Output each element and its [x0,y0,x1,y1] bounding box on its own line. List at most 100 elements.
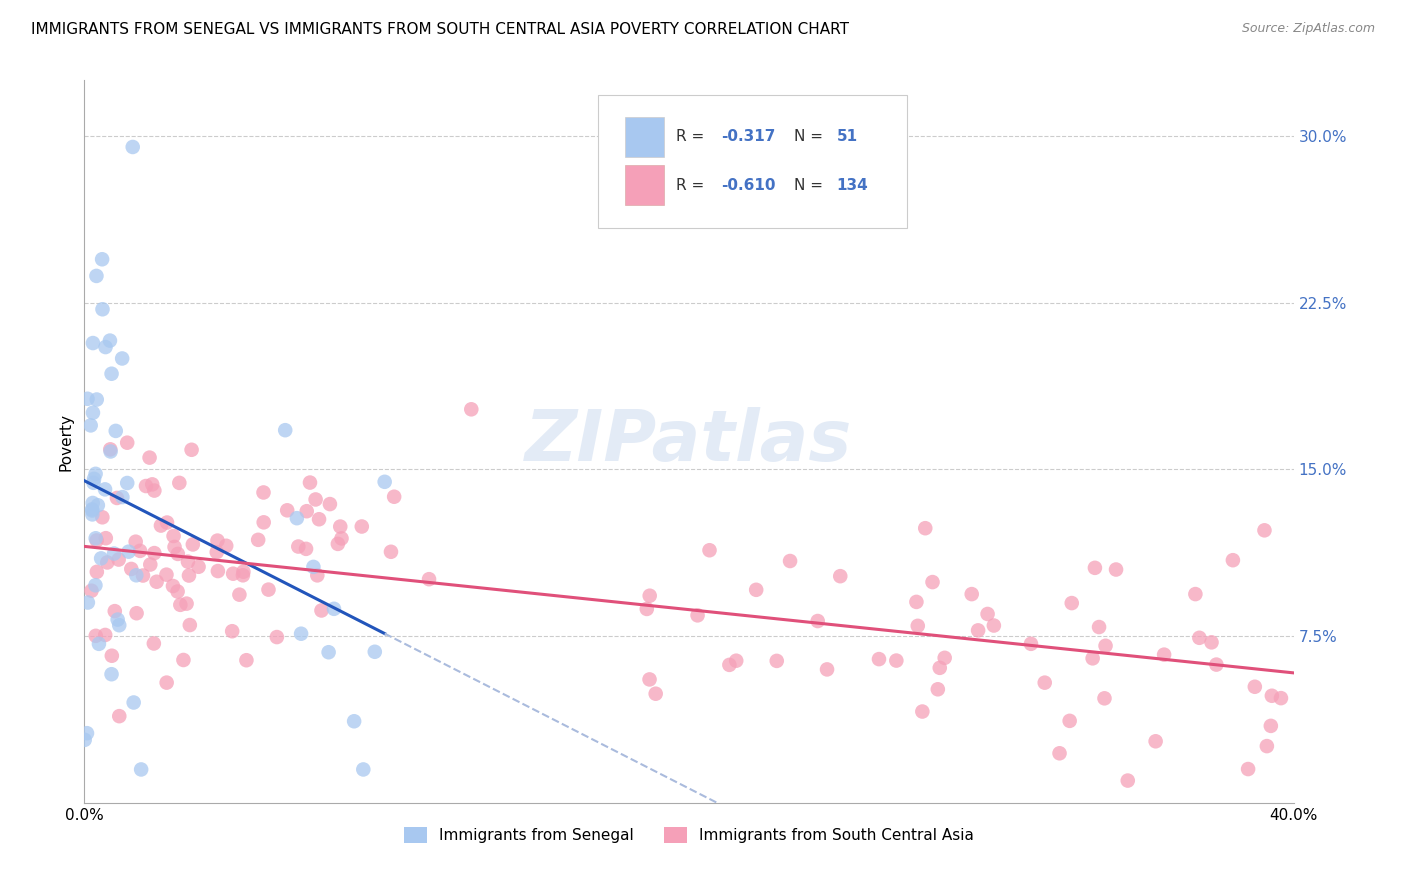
Point [1253,524,1275,538]
Point [718,657,741,672]
Point [638,673,661,687]
Point [374,475,396,489]
Point [350,519,373,533]
Point [1033,675,1056,690]
FancyBboxPatch shape [624,117,664,156]
Point [905,595,928,609]
Point [82,496,104,510]
Point [295,541,318,556]
Point [82,508,104,522]
Point [1060,596,1083,610]
Point [169,598,191,612]
Point [129,763,152,777]
Point [82,502,104,516]
Point [98,442,121,457]
Point [318,645,340,659]
Point [326,537,349,551]
Point [886,654,908,668]
Point [983,618,1005,632]
Text: N =: N = [794,129,828,145]
Point [352,763,374,777]
Point [179,618,201,632]
Point [380,545,402,559]
Point [302,560,325,574]
Point [80,418,103,433]
Point [162,579,184,593]
Point [108,709,131,723]
Point [699,543,721,558]
Point [1153,648,1175,662]
Point [921,575,943,590]
Point [1019,637,1042,651]
Point [187,559,209,574]
Point [1222,553,1244,567]
Point [115,435,138,450]
Point [460,402,482,417]
Point [143,483,166,498]
Point [1201,635,1223,649]
Point [125,606,148,620]
Point [252,485,274,500]
Point [1184,587,1206,601]
Point [162,529,184,543]
Point [132,568,155,582]
Point [111,490,134,504]
Point [928,661,950,675]
Point [298,475,321,490]
Point [207,533,229,548]
Point [108,618,131,632]
Point [115,475,138,490]
Point [91,302,114,317]
Point [94,628,117,642]
Point [111,351,134,366]
Text: -0.317: -0.317 [721,129,776,145]
Point [222,566,245,581]
Point [382,490,405,504]
Point [343,714,366,729]
Point [86,565,108,579]
Point [83,472,105,486]
Point [177,555,200,569]
Point [1270,691,1292,706]
Point [319,497,342,511]
Point [907,619,929,633]
Point [163,540,186,554]
Point [98,334,121,348]
Point [207,564,229,578]
Point [914,521,936,535]
Point [1261,689,1284,703]
Point [308,512,330,526]
Text: IMMIGRANTS FROM SENEGAL VS IMMIGRANTS FROM SOUTH CENTRAL ASIA POVERTY CORRELATIO: IMMIGRANTS FROM SENEGAL VS IMMIGRANTS FR… [31,22,849,37]
Point [1260,719,1282,733]
Point [1256,739,1278,753]
Point [117,544,139,558]
Point [94,483,117,497]
Point [83,475,105,490]
Point [86,268,108,283]
Point [107,613,129,627]
Point [1188,631,1211,645]
Point [86,533,108,548]
Point [1049,746,1071,760]
Point [1059,714,1081,728]
Point [139,558,162,572]
Point [976,607,998,621]
Point [76,392,98,406]
Point [76,726,98,740]
Point [1237,762,1260,776]
Point [1105,562,1128,576]
Point [125,568,148,582]
Point [104,424,127,438]
Point [104,604,127,618]
Point [253,516,276,530]
Point [84,578,107,592]
Point [100,667,122,681]
Point [221,624,243,639]
Point [868,652,890,666]
Point [364,645,387,659]
Point [330,532,353,546]
Point [76,595,98,609]
FancyBboxPatch shape [599,95,907,228]
Point [967,624,990,638]
Text: N =: N = [794,178,828,193]
